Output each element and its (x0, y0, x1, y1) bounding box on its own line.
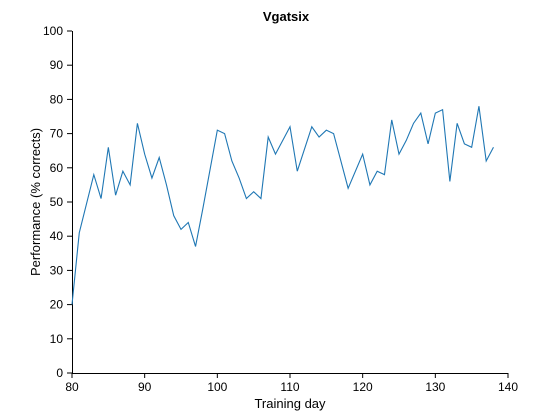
x-tick-label: 120 (353, 380, 373, 394)
y-tick-label: 100 (43, 24, 63, 38)
y-axis-ticks: 0 10 20 30 40 50 60 70 80 90 100 (43, 24, 72, 380)
y-tick-label: 90 (50, 58, 64, 72)
y-tick-label: 80 (50, 92, 64, 106)
x-tick-label: 80 (65, 380, 79, 394)
x-tick-label: 100 (207, 380, 227, 394)
chart-title: Vgatsix (263, 9, 310, 24)
series-line (71, 106, 494, 305)
x-tick-label: 140 (498, 380, 518, 394)
y-axis-label: Performance (% corrects) (28, 128, 43, 276)
y-tick-label: 20 (50, 298, 64, 312)
plot-area: 80 90 100 110 120 130 140 0 10 20 30 40 50 60 70 80 90 1… (43, 24, 518, 394)
y-tick-label: 50 (50, 195, 64, 209)
y-tick-label: 10 (50, 332, 64, 346)
y-tick-label: 30 (50, 263, 64, 277)
y-tick-label: 40 (50, 229, 64, 243)
x-axis-label: Training day (254, 396, 326, 411)
x-axis-ticks: 80 90 100 110 120 130 140 (65, 373, 518, 394)
x-tick-label: 90 (138, 380, 152, 394)
y-tick-label: 70 (50, 127, 64, 141)
y-tick-label: 0 (56, 366, 63, 380)
x-tick-label: 110 (280, 380, 299, 394)
x-tick-label: 130 (425, 380, 445, 394)
y-tick-label: 60 (50, 161, 64, 175)
